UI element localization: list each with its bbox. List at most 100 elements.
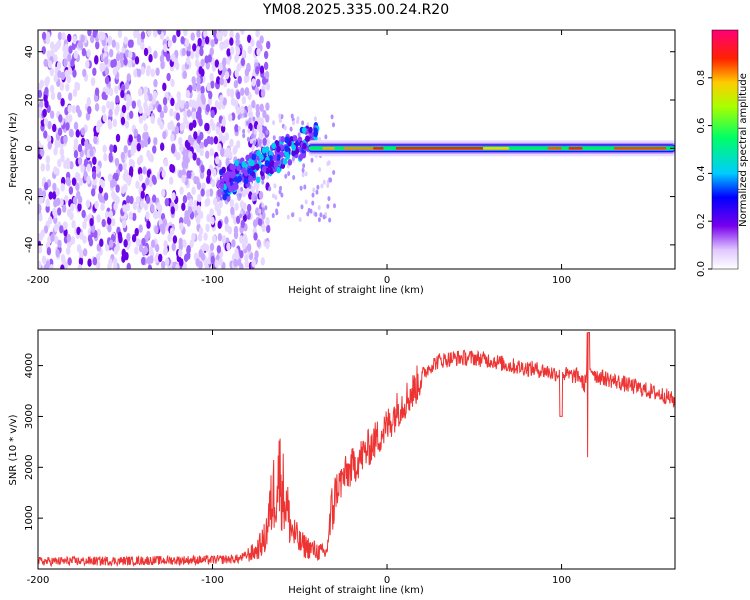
heatmap-cell [141,237,146,247]
heatmap-cell [158,253,163,263]
heatmap-cell [181,202,186,211]
heatmap-cell [121,104,127,114]
heatmap-cell [327,160,331,166]
snr-plot: -200 -100 0 100 1000 2000 3000 4000 Height of s… [8,329,676,596]
heatmap-cell [136,143,141,152]
heatmap-cell [289,126,293,132]
heatmap-cell [143,138,149,148]
heatmap-cell [95,41,100,50]
heatmap-cell [192,82,197,92]
heatmap-cell [179,186,184,195]
heatmap-cell [285,153,290,160]
heatmap-cell [259,103,264,113]
heatmap-cell [147,264,153,269]
heatmap-cell [233,225,239,235]
heatmap-cell [175,263,180,269]
heatmap-cell [115,53,121,62]
ridge-peak [395,146,484,150]
heatmap-cell [218,257,223,266]
heatmap-cell [210,80,215,89]
heatmap-cell [46,134,52,144]
heatmap-cell [167,39,173,48]
heatmap-cell [221,235,227,244]
heatmap-cell [302,142,307,150]
heatmap-cell [129,110,134,120]
heatmap-cell [255,207,260,216]
heatmap-cell [124,120,130,129]
heatmap-cell [264,70,270,80]
heatmap-cell [108,210,113,219]
heatmap-cell [260,132,264,138]
heatmap-cell [224,175,230,182]
heatmap-cell [142,166,147,175]
heatmap-cell [133,128,138,137]
heatmap-cell [67,53,72,63]
heatmap-cell [188,122,194,131]
heatmap-cell [280,192,284,198]
heatmap-cell [163,104,168,114]
heatmap-cell [219,94,224,103]
heatmap-cell [108,87,114,97]
heatmap-cell [136,99,142,108]
heatmap-cell [322,214,326,220]
heatmap-cell [60,176,66,186]
heatmap-cell [234,124,239,133]
heatmap-cell [156,210,162,219]
heatmap-cell [245,210,249,216]
heatmap-cell [213,197,218,206]
heatmap-cell [230,206,235,216]
heatmap-cell [171,124,176,133]
heatmap-cell [221,166,226,174]
heatmap-cell [109,179,115,189]
heatmap-cell [67,257,72,266]
heatmap-cell [189,50,195,60]
heatmap-cell [234,247,239,257]
heatmap-cell [258,139,262,145]
heatmap-cell [181,47,186,57]
heatmap-cell [243,177,249,185]
heatmap-cell [214,59,220,68]
heatmap-cell [188,198,194,207]
heatmap-cell [144,104,149,114]
heatmap-cell [86,163,91,173]
heatmap-cell [301,172,305,178]
heatmap-cell [93,135,98,145]
heatmap-cell [163,158,169,167]
heatmap-cell [179,122,185,132]
heatmap-cell [109,102,115,111]
heatmap-cell [38,100,44,109]
heatmap-cell [92,67,97,76]
heatmap-cell [315,189,319,195]
heatmap-cell [160,60,165,70]
heatmap-cell [123,145,128,154]
heatmap-cell [66,233,72,243]
heatmap-cell [197,233,203,242]
heatmap-cell [310,157,314,163]
spectrogram-ytick-label: -40 [24,237,35,253]
heatmap-cell [248,111,252,117]
heatmap-cell [157,117,162,126]
heatmap-cell [92,30,97,38]
heatmap-cell [243,169,249,177]
heatmap-cell [95,124,101,133]
heatmap-cell [237,75,242,85]
heatmap-cell [240,30,245,35]
heatmap-cell [87,234,93,243]
heatmap-cell [286,214,290,220]
heatmap-cell [332,169,336,175]
heatmap-cell [164,198,170,207]
heatmap-cell [92,156,97,165]
heatmap-cell [146,256,152,265]
heatmap-cell [186,109,192,118]
heatmap-cell [43,225,49,234]
heatmap-cell [301,167,305,173]
heatmap-cell [120,116,126,126]
heatmap-cell [38,106,43,116]
heatmap-cell [53,54,58,63]
heatmap-cell [160,188,166,198]
heatmap-cell [77,195,83,205]
heatmap-cell [303,184,307,190]
heatmap-cell [152,90,158,99]
heatmap-cell [192,43,197,52]
